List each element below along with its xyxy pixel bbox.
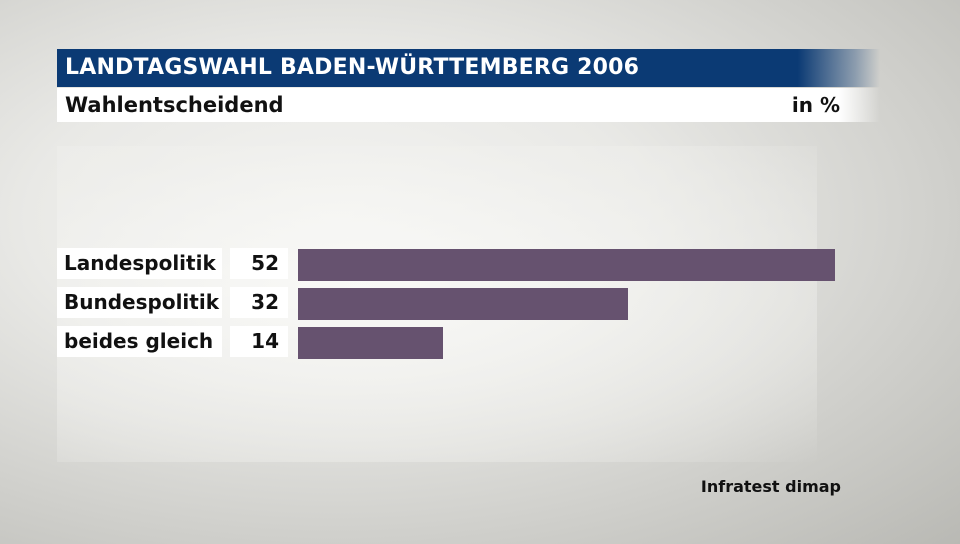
bar <box>298 288 629 320</box>
category-label: Bundespolitik <box>57 287 222 318</box>
chart-title: LANDTAGSWAHL BADEN-WÜRTTEMBERG 2006 <box>57 49 880 87</box>
bar <box>298 327 443 359</box>
value-label: 32 <box>230 287 288 318</box>
bar <box>298 249 835 281</box>
chart-subtitle-text: Wahlentscheidend <box>65 93 284 117</box>
value-label: 52 <box>230 248 288 279</box>
category-label: Landespolitik <box>57 248 222 279</box>
chart-subtitle: Wahlentscheidend in % <box>57 88 880 122</box>
source-label: Infratest dimap <box>700 477 841 496</box>
unit-label: in % <box>791 93 840 117</box>
value-label: 14 <box>230 326 288 357</box>
category-label: beides gleich <box>57 326 222 357</box>
